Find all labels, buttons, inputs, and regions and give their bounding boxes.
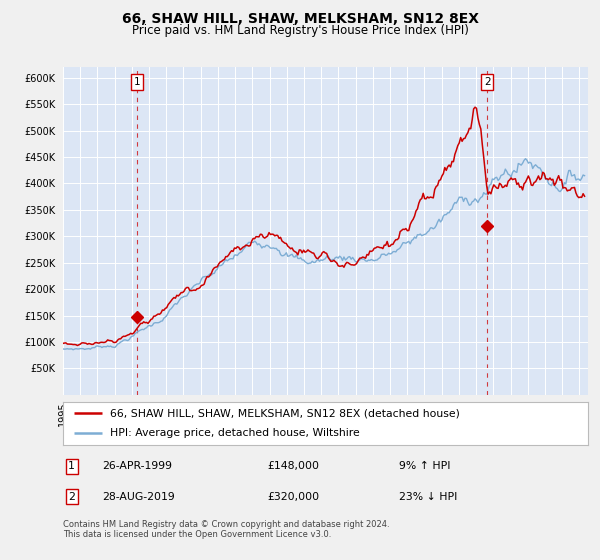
Text: £148,000: £148,000 [268,461,320,472]
Text: Price paid vs. HM Land Registry's House Price Index (HPI): Price paid vs. HM Land Registry's House … [131,24,469,36]
Text: Contains HM Land Registry data © Crown copyright and database right 2024.
This d: Contains HM Land Registry data © Crown c… [63,520,389,539]
Text: 9% ↑ HPI: 9% ↑ HPI [399,461,451,472]
Text: 2: 2 [484,77,491,87]
Text: £320,000: £320,000 [268,492,320,502]
Text: 1: 1 [134,77,140,87]
Text: HPI: Average price, detached house, Wiltshire: HPI: Average price, detached house, Wilt… [110,428,360,438]
Text: 28-AUG-2019: 28-AUG-2019 [103,492,175,502]
Text: 66, SHAW HILL, SHAW, MELKSHAM, SN12 8EX: 66, SHAW HILL, SHAW, MELKSHAM, SN12 8EX [121,12,479,26]
Text: 2: 2 [68,492,75,502]
Text: 1: 1 [68,461,75,472]
Text: 26-APR-1999: 26-APR-1999 [103,461,172,472]
Text: 23% ↓ HPI: 23% ↓ HPI [399,492,457,502]
Text: 66, SHAW HILL, SHAW, MELKSHAM, SN12 8EX (detached house): 66, SHAW HILL, SHAW, MELKSHAM, SN12 8EX … [110,408,460,418]
